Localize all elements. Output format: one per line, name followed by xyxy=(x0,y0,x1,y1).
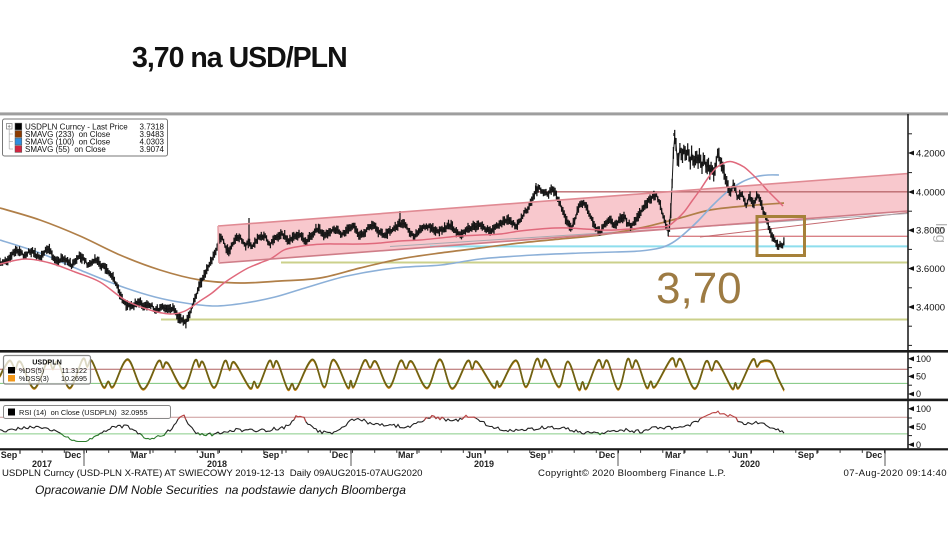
svg-text:SMAVG (55) on Close: SMAVG (55) on Close xyxy=(25,145,106,154)
svg-text:2017: 2017 xyxy=(32,459,52,469)
svg-text:0: 0 xyxy=(916,389,921,399)
svg-text:%DS(5): %DS(5) xyxy=(19,366,44,375)
svg-text:2018: 2018 xyxy=(207,459,227,469)
svg-text:Opracowanie DM Noble Securitie: Opracowanie DM Noble Securities na podst… xyxy=(35,483,406,497)
svg-text:Dec: Dec xyxy=(332,450,349,460)
svg-text:Dec: Dec xyxy=(866,450,883,460)
svg-text:3.9074: 3.9074 xyxy=(140,145,165,154)
svg-text:Jun: Jun xyxy=(466,450,482,460)
svg-text:Sep: Sep xyxy=(798,450,815,460)
svg-text:SMAVG (100) on Close: SMAVG (100) on Close xyxy=(25,137,111,146)
svg-text:10.2695: 10.2695 xyxy=(61,374,87,383)
svg-text:3.9483: 3.9483 xyxy=(140,130,165,139)
svg-text:USDPLN Curncy (USD-PLN X-RATE): USDPLN Curncy (USD-PLN X-RATE) AT SWIECO… xyxy=(2,468,423,479)
svg-text:4.2000: 4.2000 xyxy=(916,148,945,159)
svg-text:100: 100 xyxy=(916,354,931,364)
svg-text:USDPLN Curncy - Last Price: USDPLN Curncy - Last Price xyxy=(25,122,128,131)
svg-text:3.8000: 3.8000 xyxy=(916,226,945,237)
svg-text:2019: 2019 xyxy=(474,459,494,469)
svg-text:Jun: Jun xyxy=(199,450,215,460)
svg-text:Sep: Sep xyxy=(530,450,547,460)
svg-text:%DSS(3): %DSS(3) xyxy=(19,374,49,383)
svg-text:Dec: Dec xyxy=(599,450,616,460)
svg-text:Mar: Mar xyxy=(665,450,682,460)
svg-text:Sep: Sep xyxy=(1,450,18,460)
svg-text:Copyright© 2020 Bloomberg Fina: Copyright© 2020 Bloomberg Finance L.P. xyxy=(538,468,726,479)
svg-text:Jun: Jun xyxy=(732,450,748,460)
svg-text:RSI (14) on Close (USDPLN) 3: RSI (14) on Close (USDPLN) 32.0955 xyxy=(19,408,148,417)
svg-text:4.0303: 4.0303 xyxy=(140,137,165,146)
svg-text:log: log xyxy=(932,223,948,243)
svg-text:SMAVG (233) on Close: SMAVG (233) on Close xyxy=(25,130,111,139)
svg-text:Sep: Sep xyxy=(263,450,280,460)
svg-text:Dec: Dec xyxy=(65,450,82,460)
svg-text:Mar: Mar xyxy=(398,450,415,460)
svg-text:3,70: 3,70 xyxy=(656,264,742,313)
svg-text:4.0000: 4.0000 xyxy=(916,187,945,198)
svg-text:07-Aug-2020 09:14:40: 07-Aug-2020 09:14:40 xyxy=(844,468,947,479)
svg-text:50: 50 xyxy=(916,372,926,382)
svg-text:USDPLN: USDPLN xyxy=(32,358,62,367)
svg-text:50: 50 xyxy=(916,422,926,432)
svg-text:Mar: Mar xyxy=(131,450,148,460)
svg-text:0: 0 xyxy=(916,440,921,450)
svg-text:100: 100 xyxy=(916,404,931,414)
svg-text:3.7318: 3.7318 xyxy=(140,122,165,131)
svg-text:3.6000: 3.6000 xyxy=(916,264,945,275)
svg-text:3,70 na USD/PLN: 3,70 na USD/PLN xyxy=(132,42,347,74)
svg-text:3.4000: 3.4000 xyxy=(916,302,945,313)
svg-text:2020: 2020 xyxy=(740,459,760,469)
svg-text:11.3122: 11.3122 xyxy=(62,366,87,375)
